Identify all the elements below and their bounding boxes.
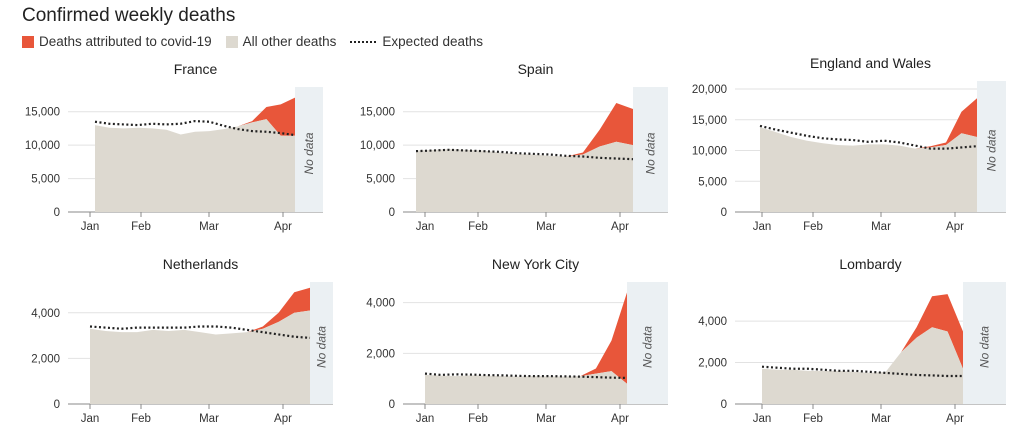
chart-title: Spain xyxy=(518,61,554,77)
y-tick-label: 20,000 xyxy=(692,84,727,96)
legend-label-other: All other deaths xyxy=(242,34,337,49)
chart-new-york-city: New York City 0 2,000 4,000 No data Jan Feb Mar… xyxy=(366,256,668,425)
x-tick-label: Jan xyxy=(416,413,435,425)
legend-item-covid: Deaths attributed to covid-19 xyxy=(22,34,212,49)
y-tick-label: 5,000 xyxy=(31,174,60,186)
no-data-label: No data xyxy=(641,326,655,368)
x-tick-label: Feb xyxy=(803,221,823,233)
x-tick-label: Jan xyxy=(753,413,772,425)
legend: Deaths attributed to covid-19 All other … xyxy=(22,34,497,49)
expected-deaths-line xyxy=(94,119,296,137)
no-data-region xyxy=(627,282,668,404)
no-data-region xyxy=(295,87,323,212)
y-tick-label: 10,000 xyxy=(692,146,727,158)
no-data-region xyxy=(633,87,668,212)
y-tick-label: 4,000 xyxy=(366,298,395,310)
other-deaths-area xyxy=(90,310,310,404)
y-tick-label: 4,000 xyxy=(31,308,60,320)
no-data-region xyxy=(977,81,1006,212)
chart-england-and-wales: England and Wales 0 5,000 10,000 15,000 20,00… xyxy=(692,55,1006,233)
y-tick-label: 10,000 xyxy=(25,140,60,152)
x-tick-label: Apr xyxy=(611,413,629,425)
expected-deaths-line xyxy=(424,372,628,380)
y-tick-label: 0 xyxy=(54,399,60,411)
y-tick-label: 2,000 xyxy=(366,348,395,360)
legend-swatch-expected xyxy=(350,40,377,43)
x-tick-label: Feb xyxy=(468,221,488,233)
y-tick-label: 2,000 xyxy=(31,353,60,365)
x-tick-label: Mar xyxy=(871,413,891,425)
no-data-region xyxy=(310,282,333,404)
x-tick-label: Feb xyxy=(468,413,488,425)
y-tick-label: 5,000 xyxy=(366,174,395,186)
other-deaths-area xyxy=(416,141,633,212)
covid-deaths-area xyxy=(762,294,963,373)
expected-deaths-line xyxy=(759,124,978,150)
x-tick-label: Feb xyxy=(803,413,823,425)
x-tick-label: Mar xyxy=(199,221,219,233)
no-data-label: No data xyxy=(644,132,658,174)
x-tick-label: Mar xyxy=(536,221,556,233)
chart-title: Lombardy xyxy=(839,256,901,272)
y-tick-label: 0 xyxy=(389,207,395,219)
y-tick-label: 15,000 xyxy=(692,115,727,127)
x-tick-label: Mar xyxy=(871,221,891,233)
y-tick-label: 5,000 xyxy=(698,176,727,188)
expected-deaths-line xyxy=(89,325,311,339)
y-tick-label: 4,000 xyxy=(698,316,727,328)
x-tick-label: Jan xyxy=(416,221,435,233)
chart-france: France 0 5,000 10,000 15,000 No data Jan Feb Mar… xyxy=(25,61,323,233)
chart-title: Netherlands xyxy=(163,256,239,272)
legend-item-expected: Expected deaths xyxy=(350,34,483,49)
y-tick-label: 15,000 xyxy=(360,107,395,119)
chart-spain: Spain 0 5,000 10,000 15,000 No data Jan Feb Mar A… xyxy=(360,61,668,233)
expected-deaths-line xyxy=(761,365,963,378)
x-tick-label: Apr xyxy=(274,221,292,233)
legend-label-covid: Deaths attributed to covid-19 xyxy=(39,34,212,49)
no-data-label: No data xyxy=(978,326,992,368)
x-tick-label: Feb xyxy=(131,413,151,425)
x-tick-label: Mar xyxy=(536,413,556,425)
x-tick-label: Jan xyxy=(753,221,772,233)
chart-title: New York City xyxy=(492,256,579,272)
covid-deaths-area xyxy=(425,292,627,384)
no-data-region xyxy=(963,282,1006,404)
x-tick-label: Apr xyxy=(611,221,629,233)
chart-netherlands: Netherlands 0 2,000 4,000 No data Jan Feb Mar Ap… xyxy=(31,256,333,425)
no-data-label: No data xyxy=(315,326,329,368)
y-tick-label: 2,000 xyxy=(698,358,727,370)
other-deaths-area xyxy=(95,119,295,212)
page-title: Confirmed weekly deaths xyxy=(22,5,236,26)
expected-deaths-line xyxy=(415,148,634,161)
no-data-label: No data xyxy=(985,129,999,171)
chart-title: France xyxy=(174,61,218,77)
legend-swatch-other xyxy=(225,35,238,48)
x-tick-label: Mar xyxy=(199,413,219,425)
chart-lombardy: Lombardy 0 2,000 4,000 No data Jan Feb Mar Apr xyxy=(698,256,1006,425)
y-tick-label: 0 xyxy=(721,207,727,219)
legend-label-expected: Expected deaths xyxy=(382,34,483,49)
y-tick-label: 10,000 xyxy=(360,140,395,152)
y-tick-label: 0 xyxy=(389,399,395,411)
x-tick-label: Apr xyxy=(946,221,964,233)
other-deaths-area xyxy=(762,327,963,404)
x-tick-label: Apr xyxy=(274,413,292,425)
legend-item-other: All other deaths xyxy=(225,34,337,49)
chart-title: England and Wales xyxy=(810,55,931,71)
legend-swatch-covid xyxy=(22,35,34,48)
y-tick-label: 0 xyxy=(721,399,727,411)
no-data-label: No data xyxy=(302,132,316,174)
y-tick-label: 15,000 xyxy=(25,107,60,119)
x-tick-label: Feb xyxy=(131,221,151,233)
x-tick-label: Jan xyxy=(81,221,100,233)
x-tick-label: Apr xyxy=(946,413,964,425)
other-deaths-area xyxy=(425,371,627,404)
y-tick-label: 0 xyxy=(54,207,60,219)
other-deaths-area xyxy=(760,127,977,212)
x-tick-label: Jan xyxy=(81,413,100,425)
